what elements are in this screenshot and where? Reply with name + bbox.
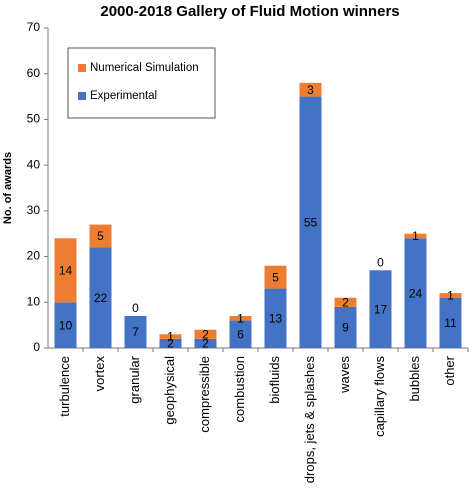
x-tick-label: bubbles xyxy=(407,356,422,402)
value-label: 2 xyxy=(342,295,349,309)
bar-segment xyxy=(194,329,217,339)
legend-swatch xyxy=(78,92,86,100)
x-tick-label: capillary flows xyxy=(372,356,387,437)
bar-segment xyxy=(299,82,322,97)
bar-segment xyxy=(54,302,77,348)
y-tick-label: 40 xyxy=(27,157,41,171)
value-label: 1 xyxy=(447,289,454,303)
value-label: 22 xyxy=(94,291,108,305)
bar-segment xyxy=(439,293,462,298)
bar-segment xyxy=(194,338,217,348)
chart-title: 2000-2018 Gallery of Fluid Motion winner… xyxy=(100,3,399,20)
value-label: 17 xyxy=(374,302,388,316)
value-label: 2 xyxy=(202,337,209,351)
x-tick-label: drops, jets & splashes xyxy=(302,356,317,484)
value-label: 7 xyxy=(132,325,139,339)
y-tick-label: 10 xyxy=(27,294,41,308)
bar-segment xyxy=(54,238,77,303)
value-label: 14 xyxy=(59,263,73,277)
value-label: 0 xyxy=(132,301,139,315)
x-tick-label: granular xyxy=(127,355,142,403)
value-label: 2 xyxy=(202,327,209,341)
x-tick-label: combustion xyxy=(232,356,247,422)
y-axis-label: No. of awards xyxy=(2,152,14,224)
value-label: 1 xyxy=(237,311,244,325)
value-label: 10 xyxy=(59,318,73,332)
value-label: 6 xyxy=(237,327,244,341)
bar-segment xyxy=(264,288,287,348)
bar-segment xyxy=(159,338,182,348)
legend-box xyxy=(67,47,216,119)
value-label: 13 xyxy=(269,311,283,325)
value-label: 55 xyxy=(304,215,318,229)
legend-label: Experimental xyxy=(90,90,157,102)
value-label: 3 xyxy=(307,83,314,97)
y-tick-label: 0 xyxy=(33,340,40,354)
y-tick-label: 30 xyxy=(27,203,41,217)
bar-segment xyxy=(334,306,357,348)
bar-segment xyxy=(439,297,462,348)
legend-label: Numerical Simulation xyxy=(90,62,199,74)
bar-segment xyxy=(89,247,112,348)
value-label: 5 xyxy=(272,270,279,284)
legend-swatch xyxy=(78,64,86,72)
y-tick-label: 20 xyxy=(27,249,41,263)
value-label: 9 xyxy=(342,321,349,335)
value-label: 1 xyxy=(412,229,419,243)
y-tick-label: 50 xyxy=(27,112,41,126)
bar-segment xyxy=(264,265,287,289)
value-label: 11 xyxy=(444,316,457,330)
y-tick-label: 60 xyxy=(27,66,41,80)
bar-segment xyxy=(124,316,147,348)
x-tick-label: turbulence xyxy=(57,356,72,417)
bar-segment xyxy=(299,96,322,348)
value-label: 0 xyxy=(377,255,384,269)
bar-segment xyxy=(229,320,252,348)
bar-segment xyxy=(404,233,427,239)
value-label: 5 xyxy=(97,229,104,243)
bar-segment xyxy=(229,316,252,321)
x-tick-label: waves xyxy=(337,356,352,394)
x-tick-label: compressible xyxy=(197,356,212,433)
bar-segment xyxy=(159,334,182,339)
value-label: 1 xyxy=(167,330,174,344)
bar-segment xyxy=(404,238,427,348)
x-tick-label: other xyxy=(442,355,457,385)
x-tick-label: geophysical xyxy=(162,356,177,425)
value-label: 2 xyxy=(167,337,174,351)
bar-segment xyxy=(334,297,357,307)
x-tick-label: biofluids xyxy=(267,356,282,404)
bar-segment xyxy=(369,270,392,348)
x-tick-label: vortex xyxy=(92,356,107,392)
y-tick-label: 70 xyxy=(27,20,41,34)
value-label: 24 xyxy=(409,286,423,300)
bar-segment xyxy=(89,224,112,248)
